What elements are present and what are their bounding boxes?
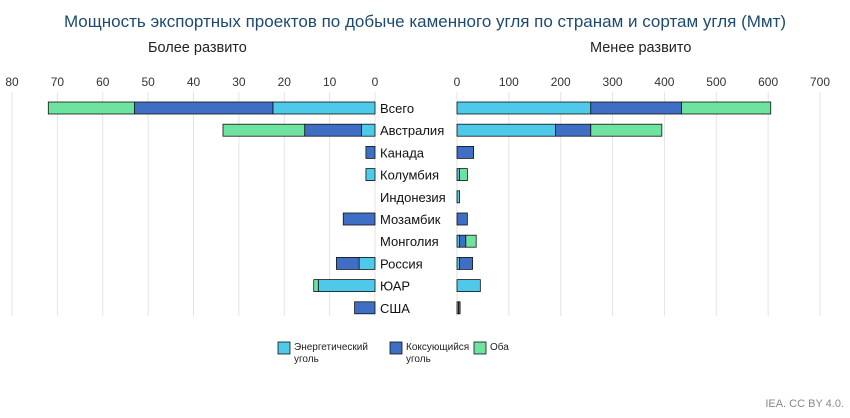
tick-label-left: 70 <box>51 75 65 89</box>
category-label: Всего <box>380 101 414 116</box>
bar-right-coking <box>458 301 461 315</box>
bar-right-energy <box>456 279 481 293</box>
bar-right-both <box>590 123 663 137</box>
bar-left-energy <box>317 279 376 293</box>
bar-right-energy <box>456 101 592 115</box>
bar-left-energy <box>365 168 376 182</box>
bar-left-energy <box>358 256 376 270</box>
legend-label: Энергетический <box>294 342 368 353</box>
tick-label-left: 50 <box>141 75 155 89</box>
legend-swatch-both <box>473 341 487 355</box>
legend-label: уголь <box>406 354 431 365</box>
bar-left-coking <box>365 145 376 159</box>
tick-label-right: 100 <box>499 75 519 89</box>
legend-swatch-energy <box>277 341 291 355</box>
tick-label-left: 20 <box>278 75 292 89</box>
legend-swatch-coking <box>389 341 403 355</box>
bar-left-both <box>47 101 135 115</box>
bar-right-both <box>681 101 772 115</box>
bar-right-energy <box>456 123 556 137</box>
tick-label-right: 0 <box>454 75 461 89</box>
tick-label-left: 80 <box>5 75 19 89</box>
category-label: Россия <box>380 256 423 271</box>
bar-left-both <box>222 123 306 137</box>
tick-label-left: 10 <box>323 75 337 89</box>
bar-right-coking <box>555 123 592 137</box>
bar-left-coking <box>342 212 376 226</box>
bar-right-coking <box>459 256 473 270</box>
bar-left-coking <box>336 256 360 270</box>
legend-label: Оба <box>490 341 509 353</box>
category-label: Мозамбик <box>380 212 441 227</box>
legend-label: уголь <box>294 354 319 365</box>
bar-right-coking <box>456 212 468 226</box>
category-label: США <box>380 301 410 316</box>
tick-label-right: 600 <box>758 75 778 89</box>
bar-right-both <box>465 234 477 248</box>
category-label: ЮАР <box>380 279 410 294</box>
bar-left-coking <box>354 301 376 315</box>
bar-right-coking <box>590 101 682 115</box>
bar-left-energy <box>272 101 376 115</box>
category-label: Канада <box>380 145 425 160</box>
category-label: Австралия <box>380 123 444 138</box>
tick-label-right: 500 <box>706 75 726 89</box>
bar-left-coking <box>304 123 362 137</box>
tick-label-left: 40 <box>187 75 201 89</box>
right-panel-title: Менее развито <box>590 40 692 56</box>
tick-label-right: 200 <box>551 75 571 89</box>
tick-label-left: 30 <box>232 75 246 89</box>
bar-right-coking <box>456 145 474 159</box>
bar-left-both <box>313 279 319 293</box>
tick-label-left: 0 <box>372 75 379 89</box>
tick-label-right: 400 <box>654 75 674 89</box>
tick-label-right: 700 <box>810 75 830 89</box>
bar-left-coking <box>134 101 274 115</box>
chart-title: Мощность экспортных проектов по добыче к… <box>63 12 787 31</box>
category-label: Колумбия <box>380 168 439 183</box>
legend-label: Коксующийся <box>406 342 469 353</box>
category-label: Монголия <box>380 234 439 249</box>
bar-left-energy <box>360 123 376 137</box>
bar-right-both <box>459 168 468 182</box>
bar-right-energy <box>456 190 460 204</box>
tick-label-left: 60 <box>96 75 110 89</box>
bar-right-coking <box>459 234 467 248</box>
category-label: Индонезия <box>380 190 446 205</box>
left-panel-title: Более развито <box>148 40 247 56</box>
credit-text: IEA. CC BY 4.0. <box>765 398 844 410</box>
tick-label-right: 300 <box>603 75 623 89</box>
